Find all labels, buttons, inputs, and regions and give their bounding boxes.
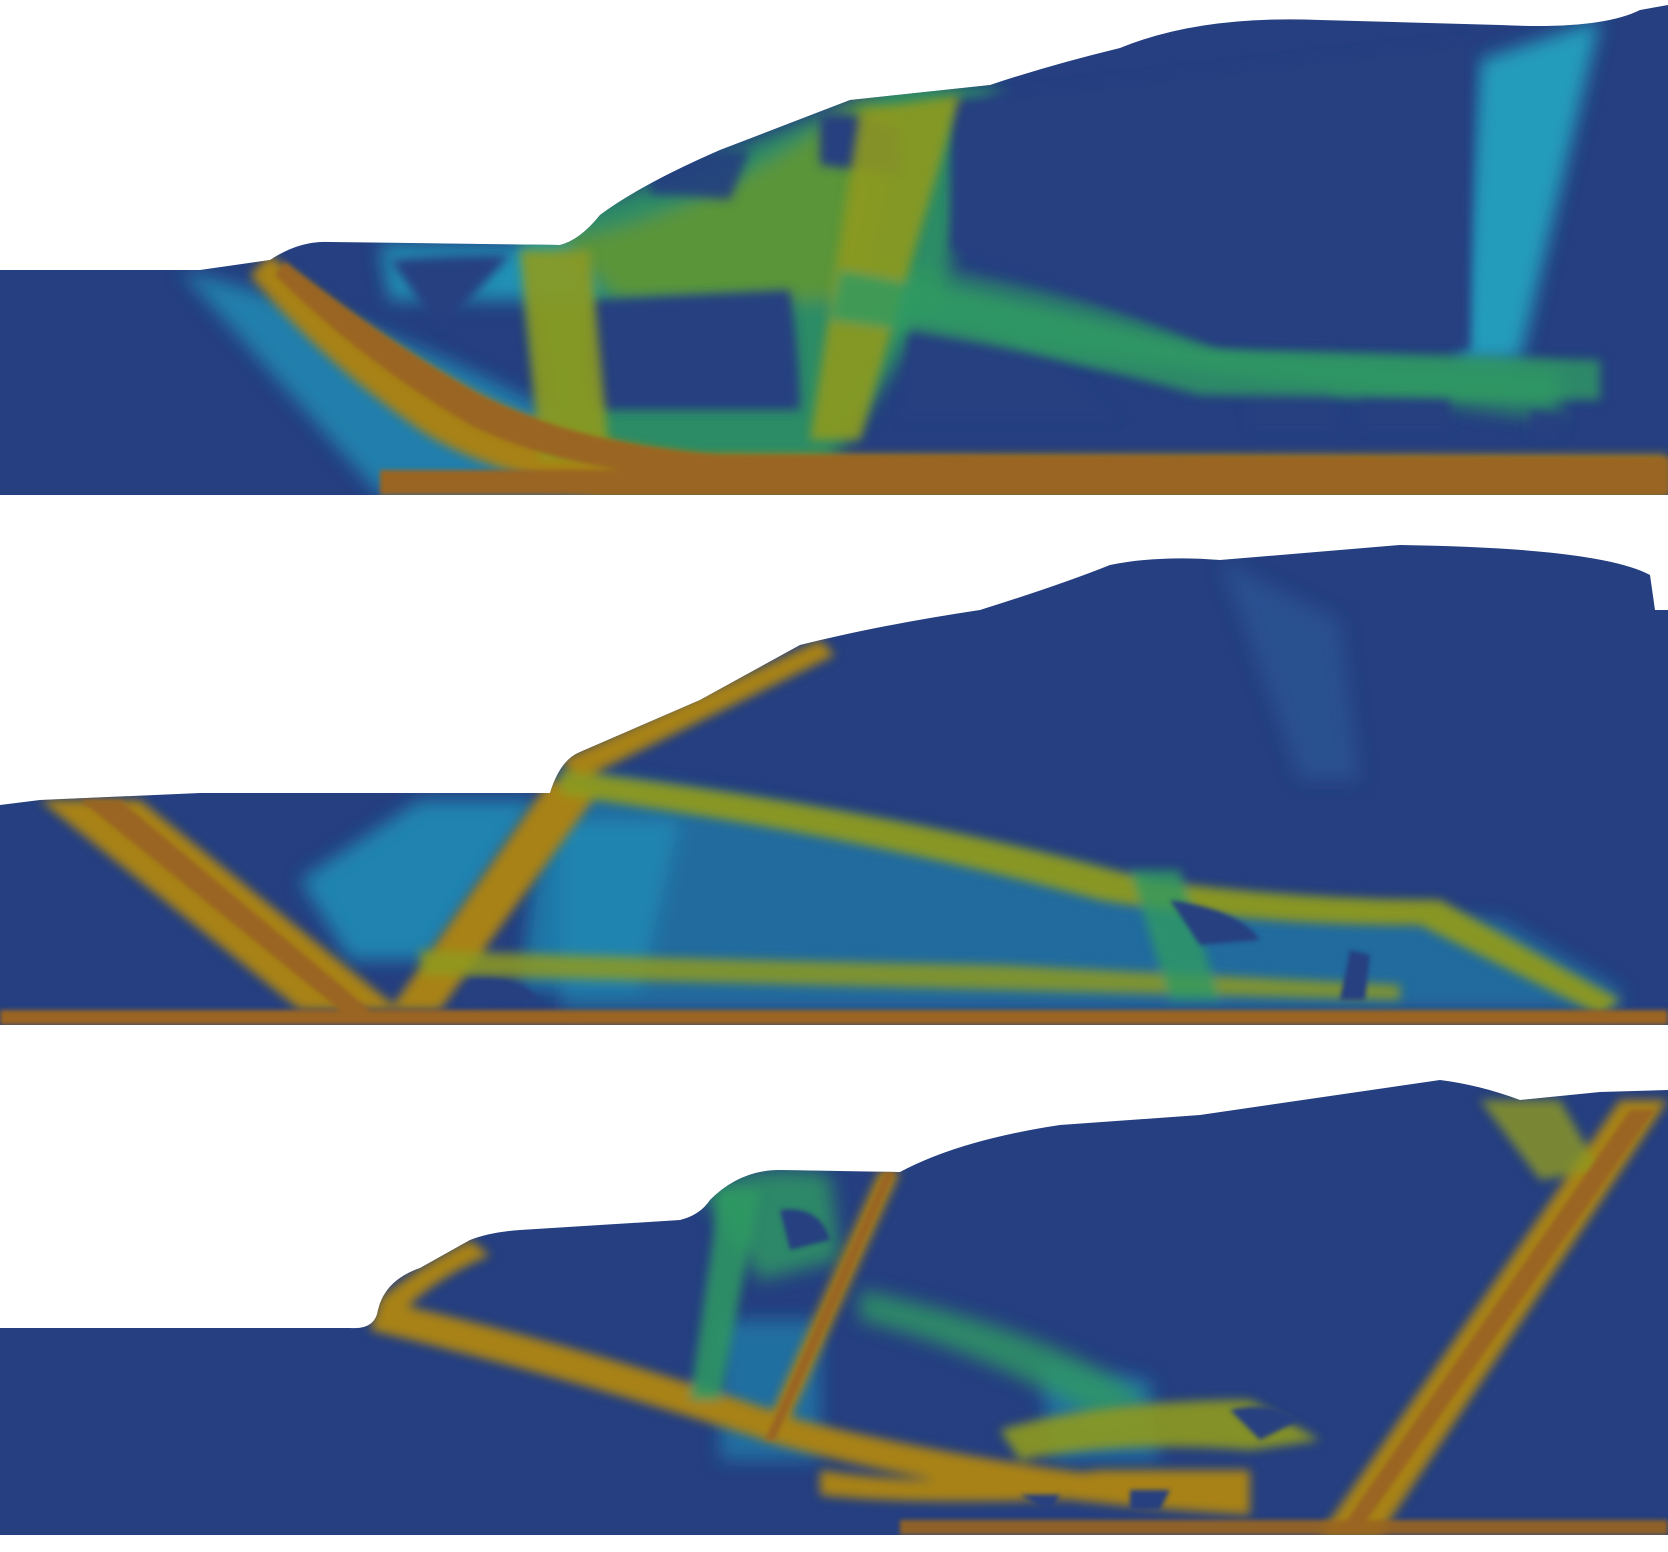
field-panel-2 bbox=[0, 545, 1668, 1025]
field-panel-3 bbox=[0, 1080, 1668, 1535]
field-panel-1 bbox=[0, 5, 1668, 495]
